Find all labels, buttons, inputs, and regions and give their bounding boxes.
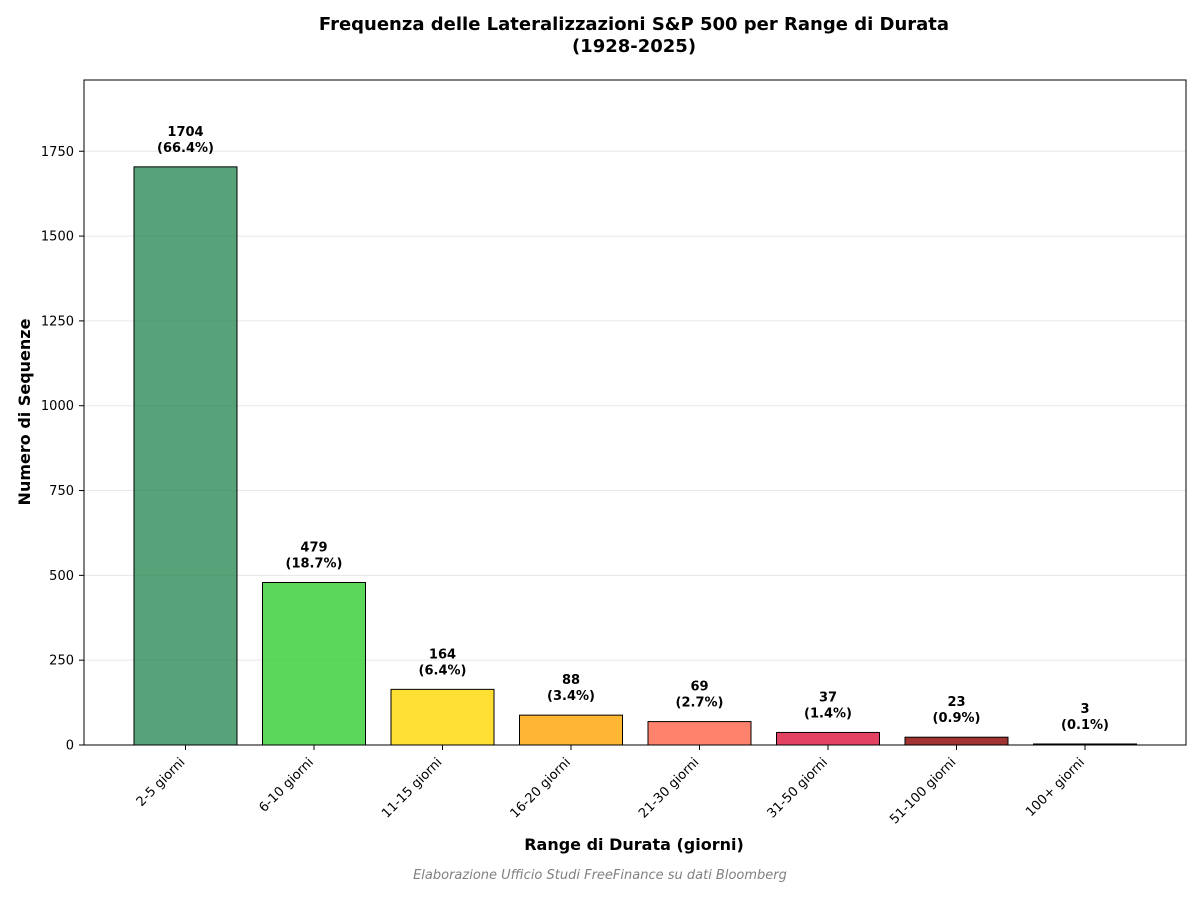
bar-value-label: 69 [690,680,708,695]
bar-percent-label: (3.4%) [547,689,595,704]
bar [262,581,366,746]
bar-value-label: 88 [562,673,580,688]
bar-value-label: 23 [947,695,965,710]
y-tick-label: 500 [49,569,74,584]
y-axis: 0 250 500 750 1000 1250 1500 1750 [41,145,84,754]
y-tick-label: 1500 [41,230,74,245]
bar [904,736,1009,746]
grid-layer [84,150,1186,661]
bar [390,688,495,746]
x-tick-label: 16-20 giorni [508,755,574,821]
bar-percent-label: (66.4%) [157,141,214,156]
y-tick-label: 1000 [41,399,74,414]
bar-value-label: 3 [1080,702,1089,717]
bar-value-label: 37 [819,690,837,705]
x-tick-label: 31-50 giorni [765,755,831,821]
bar-value-label: 164 [429,647,456,662]
bar-percent-label: (6.4%) [419,663,467,678]
source-caption: Elaborazione Ufficio Studi FreeFinance s… [413,868,787,883]
bar-percent-label: (18.7%) [286,556,343,571]
bar [647,721,752,746]
x-tick-label: 21-30 giorni [636,755,702,821]
bar-percent-label: (0.9%) [933,711,981,726]
bar [519,714,623,746]
x-tick-label: 6-10 giorni [256,755,316,815]
bar [133,166,238,746]
y-tick-label: 0 [66,739,74,754]
chart-title-line1: Frequenza delle Lateralizzazioni S&P 500… [319,14,949,35]
bar-value-label: 479 [300,540,327,555]
bar [776,731,880,746]
y-tick-label: 1250 [41,314,74,329]
plot-frame [83,79,1187,746]
chart-title-line2: (1928-2025) [572,36,696,57]
x-tick-label: 2-5 giorni [134,755,189,810]
y-axis-label: Numero di Sequenze [15,318,34,505]
bar-percent-label: (2.7%) [676,696,724,711]
y-tick-label: 250 [49,654,74,669]
y-tick-label: 750 [49,484,74,499]
bars-layer [133,166,1137,746]
x-tick-label: 11-15 giorni [379,755,445,821]
x-axis-label: Range di Durata (giorni) [524,835,744,854]
bar-percent-label: (0.1%) [1061,718,1109,733]
bar-value-label: 1704 [167,125,203,140]
x-tick-label: 51-100 giorni [887,755,959,827]
data-labels-layer: 1704(66.4%) 479(18.7%) 164(6.4%) 88(3.4%) 69… [157,125,1109,733]
bar-percent-label: (1.4%) [804,706,852,721]
x-tick-label: 100+ giorni [1023,755,1088,820]
y-tick-label: 1750 [41,145,74,160]
x-axis: 2-5 giorni 6-10 giorni 11-15 giorni 16-20 g… [134,745,1088,827]
